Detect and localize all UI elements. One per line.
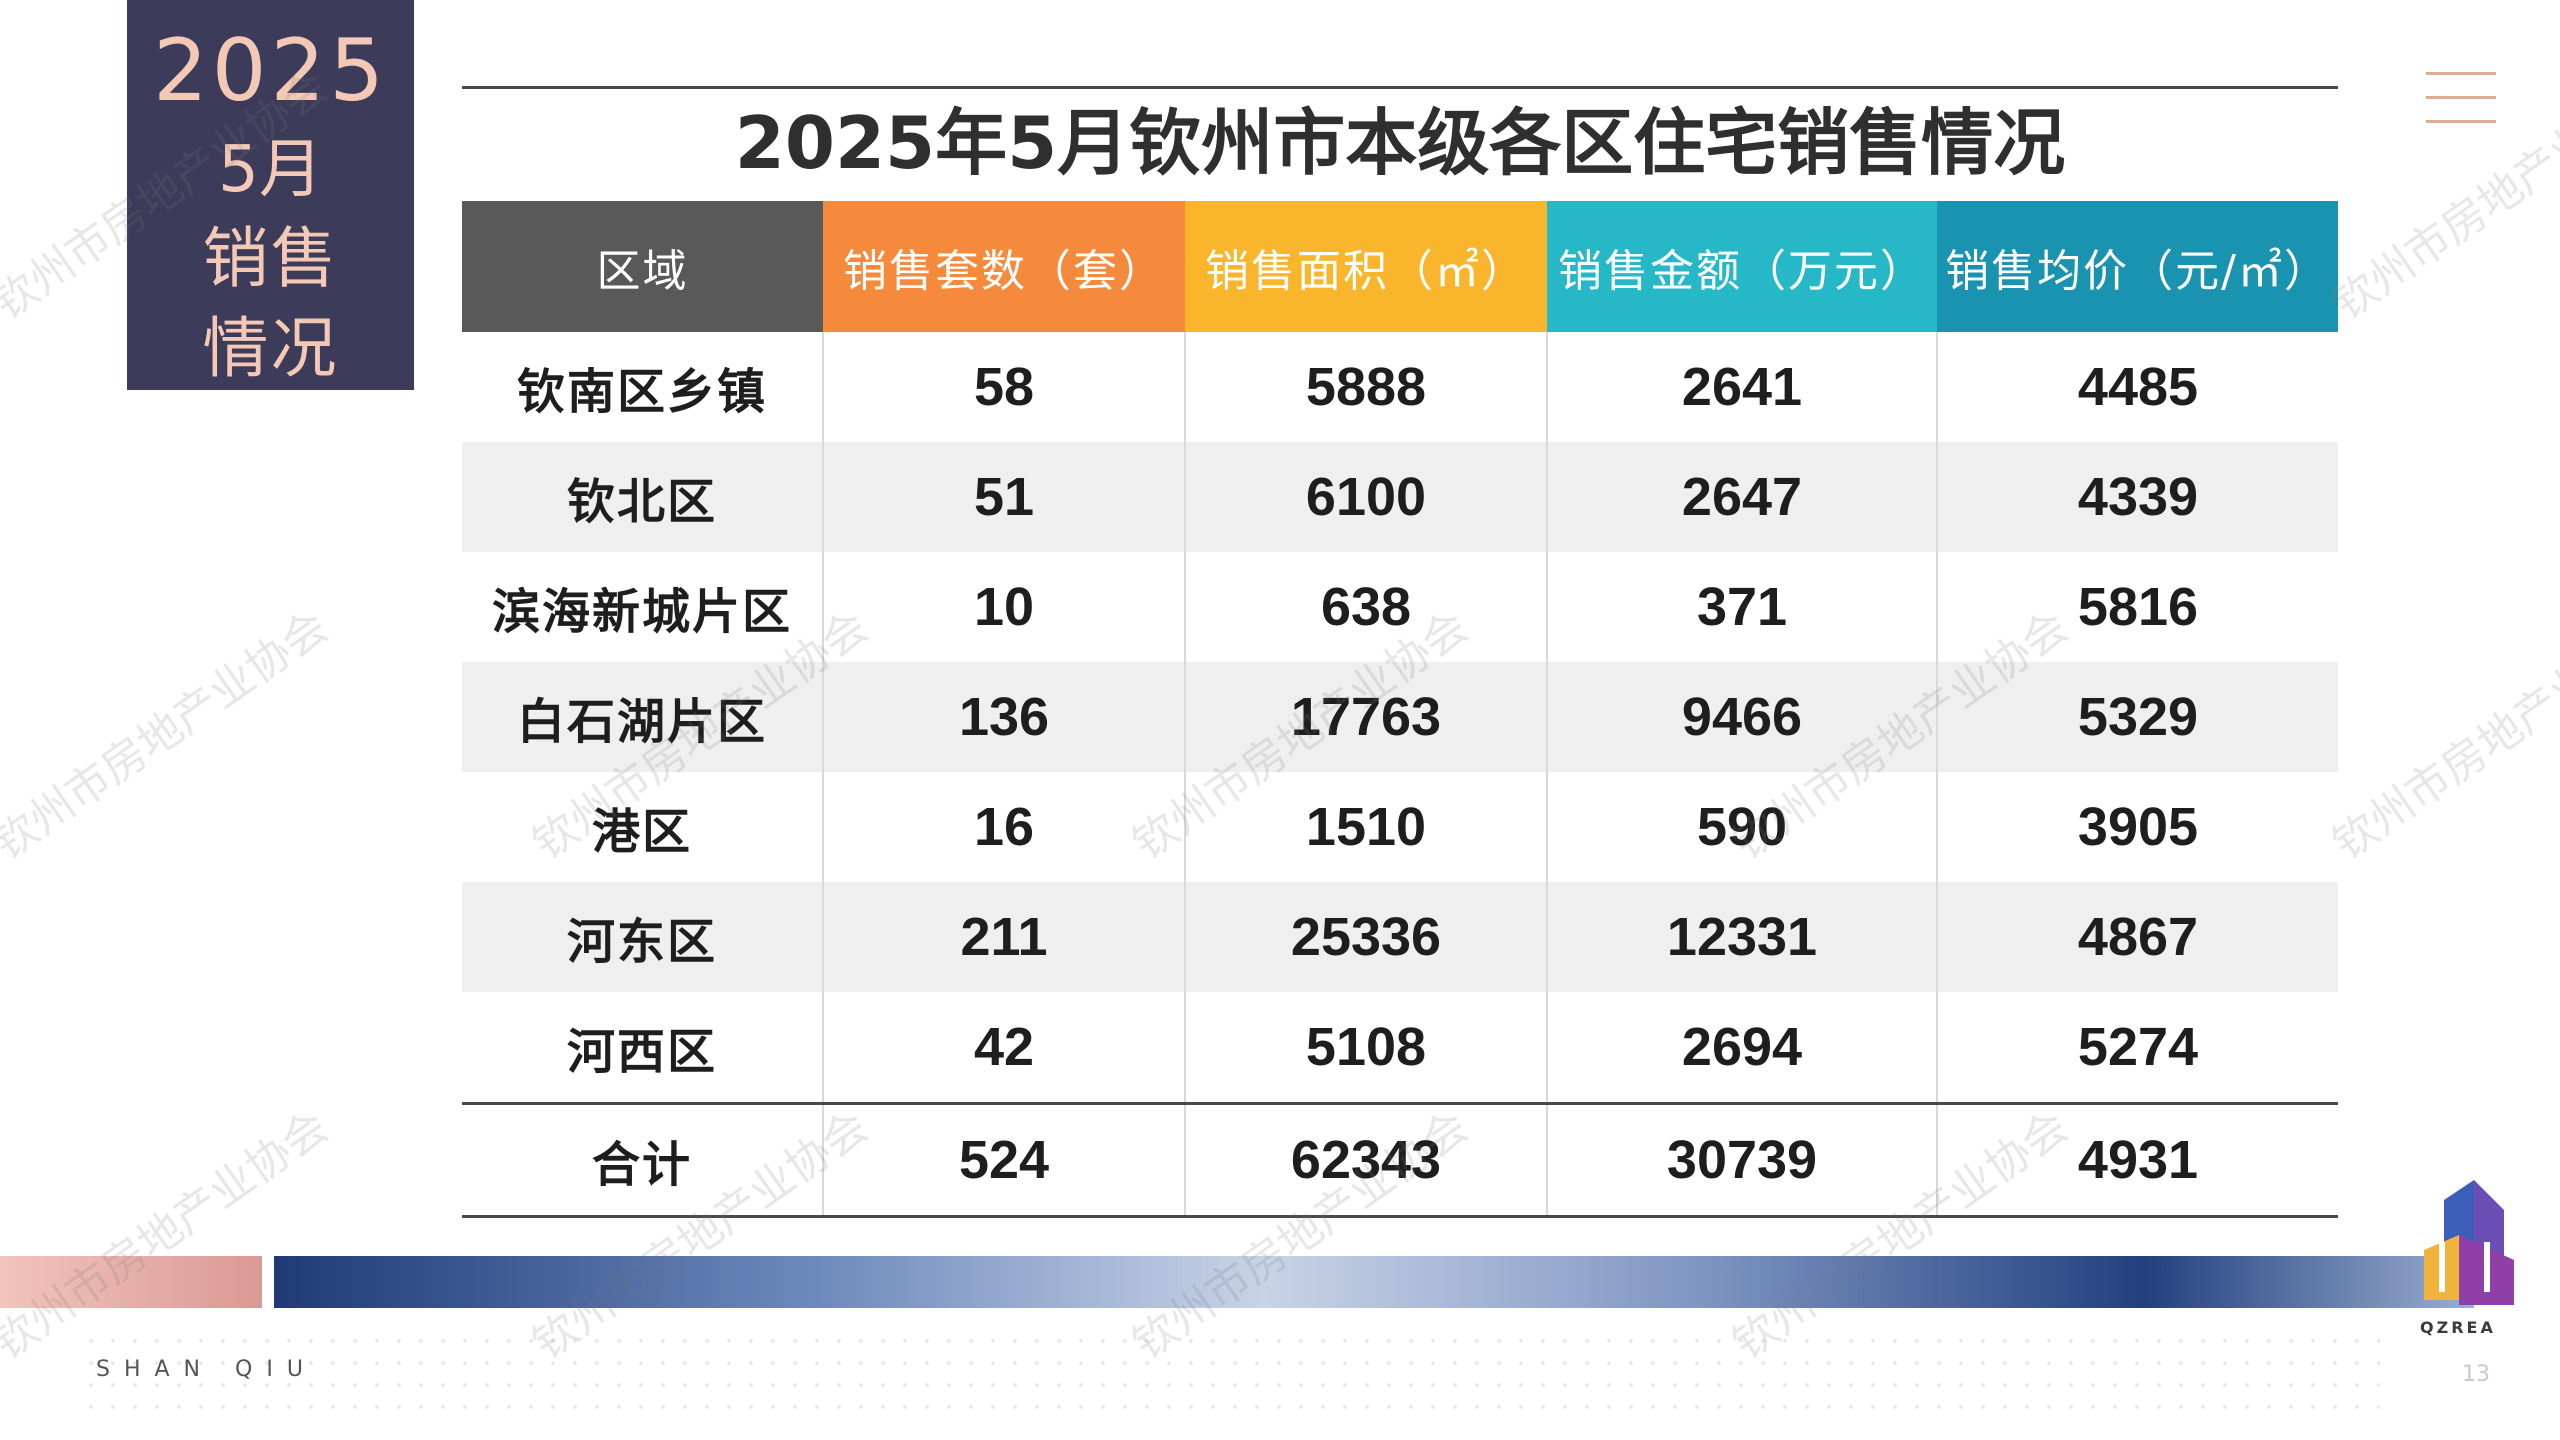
table-row: 滨海新城片区 10 638 371 5816 bbox=[462, 552, 2338, 662]
cell-avg-price: 4867 bbox=[1937, 882, 2338, 992]
table-row: 河东区 211 25336 12331 4867 bbox=[462, 882, 2338, 992]
cell-avg-price: 5274 bbox=[2077, 1017, 2199, 1077]
cell-total-units: 524 bbox=[823, 1102, 1186, 1218]
cell-region: 白石湖片区 bbox=[462, 662, 824, 772]
section-badge: 2025 5月 销售 情况 bbox=[127, 0, 414, 390]
footer-dot-pattern bbox=[80, 1330, 2380, 1410]
cell-total-avg-price: 4931 bbox=[1937, 1102, 2338, 1218]
cell-units: 211 bbox=[823, 882, 1186, 992]
logo-text: QZREA bbox=[2420, 1318, 2496, 1337]
table-row: 钦南区乡镇 58 5888 2641 4485 bbox=[462, 332, 2338, 442]
cell-amount: 590 bbox=[1547, 772, 1938, 882]
cell-area: 638 bbox=[1185, 552, 1548, 662]
header-amount: 销售金额（万元） bbox=[1547, 201, 1937, 332]
cell-avg-price: 4339 bbox=[1937, 442, 2338, 552]
badge-year: 2025 bbox=[153, 21, 388, 121]
sales-table: 区域 销售套数（套） 销售面积（㎡） 销售金额（万元） 销售均价（元/㎡） 钦南… bbox=[462, 201, 2338, 1218]
association-logo-icon bbox=[2424, 1180, 2514, 1305]
cell-avg-price: 3905 bbox=[2077, 797, 2199, 857]
cell-area: 17763 bbox=[1185, 662, 1548, 772]
cell-units: 51 bbox=[823, 442, 1186, 552]
cell-avg-price: 5816 bbox=[2077, 577, 2199, 637]
cell-amount: 371 bbox=[1547, 552, 1938, 662]
cell-units: 16 bbox=[823, 772, 1186, 882]
cell-avg-price: 5329 bbox=[1937, 662, 2338, 772]
cell-region: 钦南区乡镇 bbox=[462, 332, 824, 442]
cell-region: 港区 bbox=[462, 772, 824, 882]
menu-icon bbox=[2426, 72, 2496, 124]
cell-amount: 9466 bbox=[1547, 662, 1938, 772]
footer-brand: SHAN QIU bbox=[96, 1357, 317, 1382]
table-row: 河西区 42 5108 2694 5274 bbox=[462, 992, 2338, 1104]
cell-area: 25336 bbox=[1185, 882, 1548, 992]
table-row: 钦北区 51 6100 2647 4339 bbox=[462, 442, 2338, 552]
cell-total-area: 62343 bbox=[1185, 1102, 1548, 1218]
footer-wave-band bbox=[274, 1256, 2474, 1308]
cell-avg-price: 4485 bbox=[2077, 357, 2199, 417]
table-header-row: 区域 销售套数（套） 销售面积（㎡） 销售金额（万元） 销售均价（元/㎡） bbox=[462, 201, 2338, 332]
cell-total-label: 合计 bbox=[462, 1102, 824, 1218]
title-top-rule bbox=[462, 86, 2338, 89]
footer-pink-band bbox=[0, 1256, 262, 1308]
table-total-row: 合计 524 62343 30739 4931 bbox=[462, 1102, 2338, 1218]
table-row: 港区 16 1510 590 3905 bbox=[462, 772, 2338, 882]
cell-units: 136 bbox=[823, 662, 1186, 772]
badge-line-2: 情况 bbox=[202, 310, 339, 387]
table-row: 白石湖片区 136 17763 9466 5329 bbox=[462, 662, 2338, 772]
cell-area: 6100 bbox=[1185, 442, 1548, 552]
watermark: 钦州市房地产业协会 bbox=[0, 601, 338, 871]
watermark: 钦州市房地产业协会 bbox=[2323, 601, 2560, 871]
cell-units: 58 bbox=[823, 332, 1186, 442]
cell-amount: 12331 bbox=[1547, 882, 1938, 992]
badge-line-1: 销售 bbox=[202, 220, 339, 297]
cell-total-amount: 30739 bbox=[1547, 1102, 1938, 1218]
header-units: 销售套数（套） bbox=[823, 201, 1185, 332]
cell-area: 1510 bbox=[1185, 772, 1548, 882]
page-number: 13 bbox=[2462, 1362, 2490, 1387]
cell-region: 河东区 bbox=[462, 882, 824, 992]
header-avg-price: 销售均价（元/㎡） bbox=[1937, 201, 2338, 332]
cell-region: 钦北区 bbox=[462, 442, 824, 552]
cell-amount: 2641 bbox=[1547, 332, 1938, 442]
badge-month: 5月 bbox=[218, 133, 323, 207]
page-title: 2025年5月钦州市本级各区住宅销售情况 bbox=[734, 101, 2066, 185]
header-area: 销售面积（㎡） bbox=[1185, 201, 1547, 332]
cell-area: 5888 bbox=[1185, 332, 1548, 442]
cell-units: 42 bbox=[823, 992, 1186, 1104]
cell-amount: 2647 bbox=[1547, 442, 1938, 552]
cell-units: 10 bbox=[823, 552, 1186, 662]
header-region: 区域 bbox=[462, 201, 823, 332]
cell-amount: 2694 bbox=[1547, 992, 1938, 1104]
cell-region: 滨海新城片区 bbox=[462, 552, 824, 662]
cell-region: 河西区 bbox=[462, 992, 824, 1104]
cell-area: 5108 bbox=[1185, 992, 1548, 1104]
